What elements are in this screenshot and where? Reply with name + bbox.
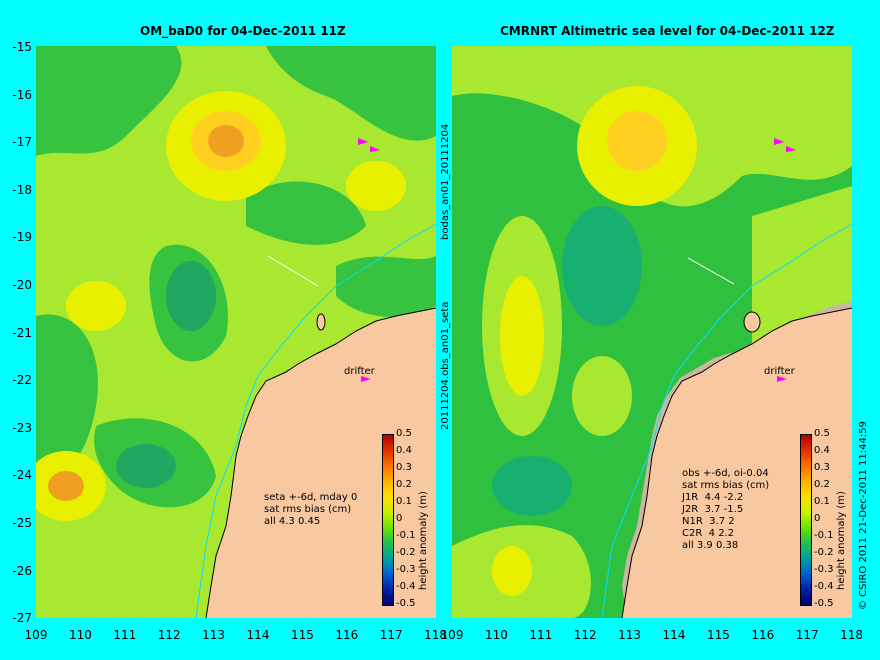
longitude-tick-label: 114 (662, 628, 686, 642)
longitude-tick-label: 115 (706, 628, 730, 642)
colorbar-tick-label: 0.1 (814, 496, 830, 507)
run-id-label-bottom: 20111204.obs_an01_seta (440, 301, 451, 430)
negative-anomaly-areas (36, 46, 436, 508)
latitude-tick-label: -27 (12, 611, 32, 626)
colorbar-gradient (800, 434, 812, 606)
longitude-tick-label: 113 (202, 628, 226, 642)
coastline (621, 307, 852, 618)
latitude-tick-label: -23 (12, 420, 32, 435)
colorbar-tick-label: 0.2 (814, 479, 830, 490)
right-map-title: CMRNRT Altimetric sea level for 04-Dec-2… (500, 24, 835, 38)
longitude-tick-label: 118 (424, 628, 448, 642)
longitude-tick-label: 115 (290, 628, 314, 642)
colorbar-tick-label: 0.5 (396, 428, 412, 439)
longitude-tick-label: 112 (157, 628, 181, 642)
latitude-tick-label: -16 (12, 87, 32, 102)
colorbar-tick-label: 0.4 (396, 445, 412, 456)
longitude-tick-label: 111 (529, 628, 553, 642)
longitude-tick-label: 109 (24, 628, 48, 642)
colorbar-tick-label: 0.4 (814, 445, 830, 456)
info-line: J1R 4.4 -2.2 (682, 492, 744, 503)
colorbar-tick-label: 0.3 (814, 462, 830, 473)
longitude-tick-label: 111 (113, 628, 137, 642)
latitude-tick-label: -26 (12, 563, 32, 578)
strong-negative-areas (116, 261, 216, 488)
latitude-tick-label: -22 (12, 373, 32, 388)
info-line: J2R 3.7 -1.5 (682, 504, 744, 515)
drifter-markers (774, 138, 796, 382)
colorbar-tick-label: -0.2 (396, 547, 416, 558)
colorbar-title: height anomaly (m) (836, 491, 847, 590)
info-line: all 4.3 0.45 (264, 516, 321, 527)
transect-line (267, 255, 319, 287)
run-id-label-top: bodas_an01_20111204 (440, 123, 451, 240)
longitude-tick-label: 113 (618, 628, 642, 642)
positive-anomaly-areas (36, 91, 406, 521)
right-drifter-label: drifter (764, 366, 795, 377)
isobath-line (601, 223, 852, 618)
left-map-title: OM_baD0 for 04-Dec-2011 11Z (140, 24, 346, 38)
strong-negative-areas (492, 206, 642, 516)
colorbar-tick-label: 0.2 (396, 479, 412, 490)
latitude-tick-label: -21 (12, 325, 32, 340)
colorbar-tick-label: -0.2 (814, 547, 834, 558)
longitude-tick-label: 117 (379, 628, 403, 642)
longitude-tick-label: 110 (484, 628, 508, 642)
colorbar-tick-label: -0.5 (396, 598, 416, 609)
latitude-tick-label: -24 (12, 468, 32, 483)
left-map-svg (36, 46, 436, 618)
colorbar-tick-label: 0.1 (396, 496, 412, 507)
info-line: all 3.9 0.38 (682, 540, 739, 551)
transect-line (687, 257, 735, 285)
info-line: C2R 4 2.2 (682, 528, 735, 539)
positive-anomaly-areas (452, 46, 852, 618)
latitude-tick-label: -18 (12, 182, 32, 197)
latitude-tick-label: -15 (12, 40, 32, 54)
isobath-line (195, 223, 436, 618)
drifter-markers (358, 138, 380, 382)
colorbar-tick-label: -0.3 (814, 564, 834, 575)
colorbar-tick-label: -0.5 (814, 598, 834, 609)
longitude-tick-label: 112 (573, 628, 597, 642)
shallow-shelf (622, 301, 852, 618)
colorbar-tick-label: -0.4 (396, 581, 416, 592)
latitude-tick-label: -19 (12, 230, 32, 245)
info-line: N1R 3.7 2 (682, 516, 735, 527)
longitude-tick-label: 118 (840, 628, 864, 642)
latitude-tick-label: -17 (12, 135, 32, 150)
credit-label: © CSIRO 2011 21-Dec-2011 11:44:59 (858, 421, 869, 610)
colorbar-tick-label: 0 (814, 513, 821, 524)
left-drifter-label: drifter (344, 366, 375, 377)
longitude-tick-label: 110 (68, 628, 92, 642)
info-line: obs +-6d, oi-0.04 (682, 468, 769, 479)
colorbar-tick-label: 0.3 (396, 462, 412, 473)
island (316, 313, 326, 331)
colorbar-tick-label: 0 (396, 513, 403, 524)
colorbar-tick-label: -0.1 (396, 530, 416, 541)
colorbar-tick-label: -0.1 (814, 530, 834, 541)
colorbar-tick-label: 0.5 (814, 428, 830, 439)
colorbar-tick-label: -0.3 (396, 564, 416, 575)
left-info-box: seta +-6d, mday 0 sat rms bias (cm) all 4.… (264, 492, 357, 528)
longitude-tick-label: 116 (751, 628, 775, 642)
latitude-tick-label: -25 (12, 516, 32, 530)
longitude-tick-label: 109 (440, 628, 464, 642)
longitude-tick-label: 114 (246, 628, 270, 642)
island (743, 311, 761, 333)
right-info-box: obs +-6d, oi-0.04 sat rms bias (cm) J1R 4.… (682, 468, 769, 552)
left-map[interactable] (36, 46, 436, 618)
right-map-svg (452, 46, 852, 618)
coastline (205, 307, 436, 618)
latitude-tick-label: -20 (12, 278, 32, 292)
colorbar-tick-label: -0.4 (814, 581, 834, 592)
info-line: sat rms bias (cm) (682, 480, 770, 491)
longitude-tick-label: 116 (335, 628, 359, 642)
colorbar-gradient (382, 434, 394, 606)
info-line: seta +-6d, mday 0 (264, 492, 358, 503)
info-line: sat rms bias (cm) (264, 504, 352, 515)
right-map[interactable] (452, 46, 852, 618)
colorbar-title: height anomaly (m) (418, 491, 429, 590)
longitude-tick-label: 117 (795, 628, 819, 642)
